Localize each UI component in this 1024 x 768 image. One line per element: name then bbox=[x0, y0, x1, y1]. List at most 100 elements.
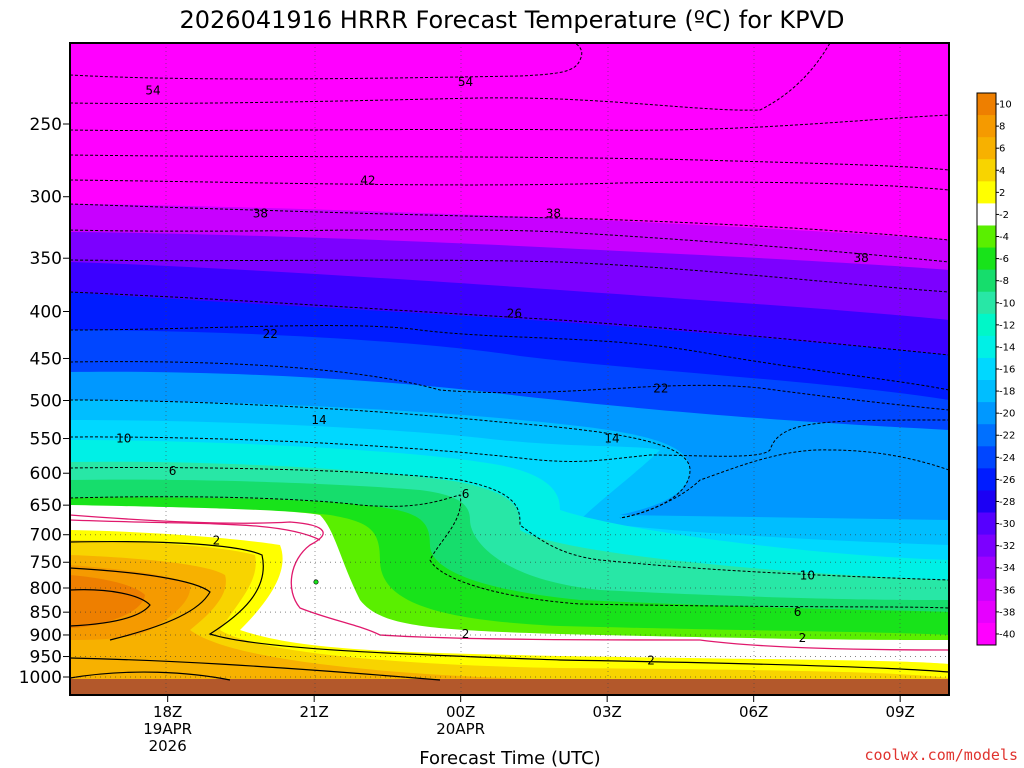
contour-line bbox=[70, 325, 949, 391]
colorbar-swatch bbox=[977, 203, 996, 226]
colorbar-label: -6 bbox=[999, 254, 1009, 265]
contour-line bbox=[70, 259, 949, 293]
colorbar-label: -38 bbox=[999, 607, 1015, 618]
contour-label: 22 bbox=[263, 327, 278, 341]
colorbar-swatch bbox=[977, 225, 996, 249]
colorbar-label: -30 bbox=[999, 519, 1015, 530]
colorbar-swatch bbox=[977, 512, 996, 536]
contour-label: 2 bbox=[213, 533, 221, 547]
colorbar-label: 6 bbox=[999, 144, 1005, 155]
colorbar-swatch bbox=[977, 159, 996, 182]
contour-label: 6 bbox=[169, 464, 177, 478]
band-plus10 bbox=[70, 575, 145, 628]
grid-lines bbox=[165, 43, 901, 695]
colorbar-label: -8 bbox=[999, 276, 1009, 287]
colorbar-label: 2 bbox=[999, 188, 1005, 199]
colorbar-swatch bbox=[977, 93, 996, 116]
y-tick-label: 700 bbox=[30, 526, 62, 546]
contour-label: 2 bbox=[462, 627, 470, 641]
contour-label: 10 bbox=[800, 568, 815, 582]
freezing-line bbox=[70, 519, 321, 541]
contour-line bbox=[70, 419, 949, 462]
contour-label: 38 bbox=[853, 251, 868, 265]
y-tick-label: 400 bbox=[30, 302, 62, 322]
x-axis-title: Forecast Time (UTC) bbox=[419, 748, 600, 768]
contour-line bbox=[70, 229, 949, 263]
colorbar-swatch bbox=[977, 424, 996, 447]
contour-line bbox=[70, 154, 949, 171]
contour-line bbox=[70, 114, 949, 132]
colorbar-swatch bbox=[977, 181, 996, 204]
x-tick-label: 06Z bbox=[739, 703, 768, 721]
x-tick-label: 20APR bbox=[436, 720, 485, 738]
colorbar-label: -36 bbox=[999, 585, 1015, 596]
colorbar-label: 10 bbox=[999, 100, 1012, 111]
colorbar-label: -20 bbox=[999, 409, 1015, 420]
colorbar-label: 4 bbox=[999, 166, 1005, 177]
colorbar-label: -12 bbox=[999, 320, 1015, 331]
contour-line bbox=[70, 589, 151, 627]
x-tick-label: 03Z bbox=[592, 703, 621, 721]
y-tick-label: 450 bbox=[30, 349, 62, 369]
colorbar-swatch bbox=[977, 600, 996, 624]
band-plus4 bbox=[70, 540, 949, 695]
band-plus6 bbox=[70, 555, 949, 695]
y-tick-label: 500 bbox=[30, 392, 62, 412]
colorbar-label: -24 bbox=[999, 453, 1015, 464]
colorbar-swatch bbox=[977, 335, 996, 359]
colorbar-label: -10 bbox=[999, 298, 1015, 309]
colorbar-swatch bbox=[977, 402, 996, 425]
y-tick-label: 750 bbox=[30, 553, 62, 573]
contour-line bbox=[70, 494, 949, 609]
contour-line bbox=[70, 43, 831, 111]
contour-line bbox=[70, 467, 949, 581]
contour-label: 14 bbox=[604, 432, 619, 446]
contour-line bbox=[70, 43, 583, 80]
colorbar-label: -16 bbox=[999, 365, 1015, 376]
y-tick-label: 1000 bbox=[19, 668, 62, 688]
colorbar-label: -22 bbox=[999, 431, 1015, 442]
y-tick-label: 600 bbox=[30, 464, 62, 484]
x-tick-label: 18Z bbox=[153, 703, 182, 721]
colorbar-swatch bbox=[977, 534, 996, 558]
contour-label: 38 bbox=[546, 207, 561, 221]
contour-line bbox=[70, 399, 691, 519]
contour-line bbox=[70, 203, 949, 241]
colorbar-swatch bbox=[977, 247, 996, 271]
colorbar-swatch bbox=[977, 380, 996, 403]
colorbar-swatch bbox=[977, 313, 996, 337]
contour-label: 6 bbox=[794, 605, 802, 619]
contour-line bbox=[70, 540, 949, 673]
colorbar-label: -4 bbox=[999, 232, 1009, 243]
contour-label: 10 bbox=[116, 432, 131, 446]
colorbar-swatch bbox=[977, 291, 996, 315]
y-tick-label: 300 bbox=[30, 188, 62, 208]
y-tick-label: 850 bbox=[30, 603, 62, 623]
contour-label: 2 bbox=[799, 631, 807, 645]
colorbar-swatch bbox=[977, 269, 996, 293]
colorbar-swatch bbox=[977, 490, 996, 514]
contour-line bbox=[70, 291, 949, 356]
colorbar-swatch bbox=[977, 357, 996, 381]
colorbar-label: -34 bbox=[999, 563, 1015, 574]
watermark-text: coolwx.com/models bbox=[864, 746, 1018, 764]
contour-line bbox=[619, 449, 949, 519]
y-tick-label: 550 bbox=[30, 430, 62, 450]
point-marker bbox=[313, 579, 319, 585]
terrain-strip bbox=[70, 679, 949, 695]
contour-label: 2 bbox=[647, 654, 655, 668]
y-axis: 250 300 350 400 450 500 550 600 650 700 750 800 850 9… bbox=[19, 115, 70, 688]
x-tick-label: 00Z bbox=[446, 703, 475, 721]
colorbar-label: -14 bbox=[999, 342, 1015, 353]
colorbar-swatch bbox=[977, 622, 996, 646]
colorbar-label: -32 bbox=[999, 541, 1015, 552]
contour-label: 42 bbox=[360, 173, 375, 187]
contour-label: 6 bbox=[462, 487, 470, 501]
contour-label: 22 bbox=[653, 381, 668, 395]
colorbar-label: -28 bbox=[999, 497, 1015, 508]
chart-title: 2026041916 HRRR Forecast Temperature (ºC… bbox=[179, 6, 844, 34]
contour-line bbox=[70, 361, 949, 411]
